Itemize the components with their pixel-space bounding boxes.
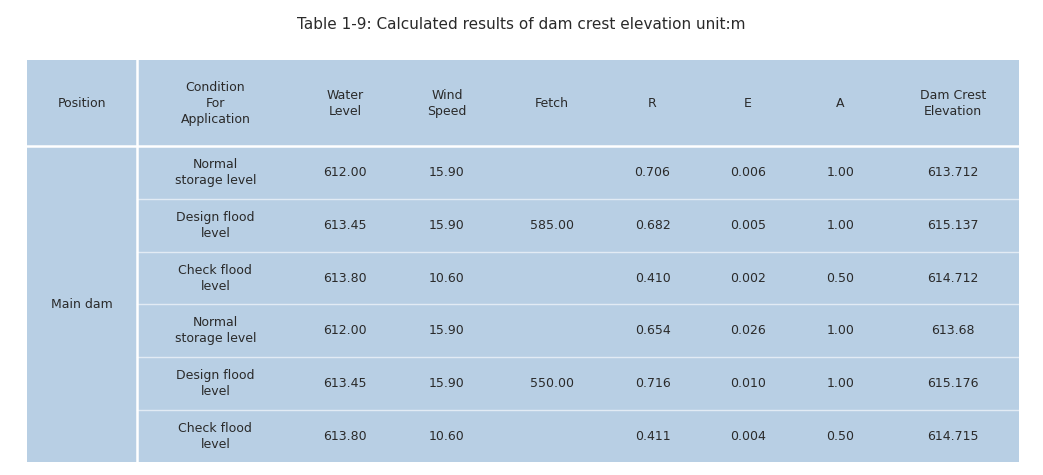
Text: 15.90: 15.90: [429, 324, 465, 337]
Text: 613.712: 613.712: [927, 166, 978, 179]
Text: 0.026: 0.026: [730, 324, 766, 337]
Text: 0.706: 0.706: [634, 166, 671, 179]
Text: Check flood
level: Check flood level: [178, 264, 252, 293]
Text: 550.00: 550.00: [530, 377, 574, 390]
Text: Design flood
level: Design flood level: [176, 211, 254, 240]
Text: 1.00: 1.00: [827, 324, 854, 337]
Text: 1.00: 1.00: [827, 166, 854, 179]
Text: Wind
Speed: Wind Speed: [428, 89, 466, 118]
Text: Design flood
level: Design flood level: [176, 369, 254, 398]
Text: 585.00: 585.00: [530, 219, 574, 232]
Text: Fetch: Fetch: [534, 97, 568, 110]
Text: 613.80: 613.80: [323, 272, 367, 285]
Text: 613.80: 613.80: [323, 429, 367, 443]
Text: R: R: [648, 97, 657, 110]
Text: 0.50: 0.50: [827, 429, 854, 443]
Text: 1.00: 1.00: [827, 219, 854, 232]
Text: Dam Crest
Elevation: Dam Crest Elevation: [920, 89, 986, 118]
Text: 0.716: 0.716: [634, 377, 671, 390]
Text: 614.712: 614.712: [927, 272, 978, 285]
Text: 615.137: 615.137: [927, 219, 978, 232]
Text: 10.60: 10.60: [429, 272, 465, 285]
Text: 15.90: 15.90: [429, 377, 465, 390]
Text: 0.004: 0.004: [730, 429, 766, 443]
Text: 613.45: 613.45: [323, 219, 366, 232]
Text: 0.50: 0.50: [827, 272, 854, 285]
Text: 0.410: 0.410: [634, 272, 671, 285]
Text: Normal
storage level: Normal storage level: [174, 316, 257, 345]
Text: 613.68: 613.68: [931, 324, 974, 337]
Text: E: E: [744, 97, 752, 110]
Text: 0.002: 0.002: [730, 272, 766, 285]
Text: 0.682: 0.682: [634, 219, 671, 232]
Text: Check flood
level: Check flood level: [178, 422, 252, 451]
Text: 1.00: 1.00: [827, 377, 854, 390]
Text: Condition
For
Application: Condition For Application: [180, 81, 250, 126]
Text: 615.176: 615.176: [927, 377, 978, 390]
Text: 10.60: 10.60: [429, 429, 465, 443]
Text: 0.010: 0.010: [730, 377, 766, 390]
Text: Main dam: Main dam: [51, 298, 113, 311]
Text: 15.90: 15.90: [429, 219, 465, 232]
Text: Normal
storage level: Normal storage level: [174, 158, 257, 187]
Text: 614.715: 614.715: [927, 429, 978, 443]
Text: 0.005: 0.005: [730, 219, 766, 232]
Text: Position: Position: [57, 97, 106, 110]
Text: 0.654: 0.654: [634, 324, 671, 337]
Text: 613.45: 613.45: [323, 377, 366, 390]
FancyBboxPatch shape: [27, 60, 1019, 463]
Text: 0.006: 0.006: [730, 166, 766, 179]
Text: Water
Level: Water Level: [326, 89, 363, 118]
Text: 0.411: 0.411: [635, 429, 671, 443]
Text: 612.00: 612.00: [323, 324, 367, 337]
Text: 15.90: 15.90: [429, 166, 465, 179]
Text: 612.00: 612.00: [323, 166, 367, 179]
Text: Table 1-9: Calculated results of dam crest elevation unit:m: Table 1-9: Calculated results of dam cre…: [297, 17, 746, 32]
Text: A: A: [836, 97, 845, 110]
